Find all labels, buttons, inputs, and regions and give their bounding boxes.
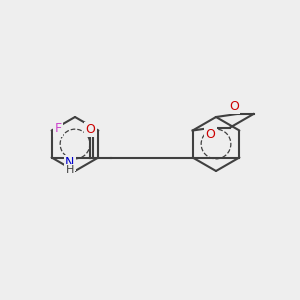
Text: H: H (65, 165, 74, 175)
Text: O: O (206, 128, 216, 141)
Text: F: F (88, 122, 95, 136)
Text: F: F (55, 122, 62, 136)
Text: O: O (85, 123, 95, 136)
Text: O: O (229, 100, 239, 113)
Text: N: N (65, 156, 74, 170)
